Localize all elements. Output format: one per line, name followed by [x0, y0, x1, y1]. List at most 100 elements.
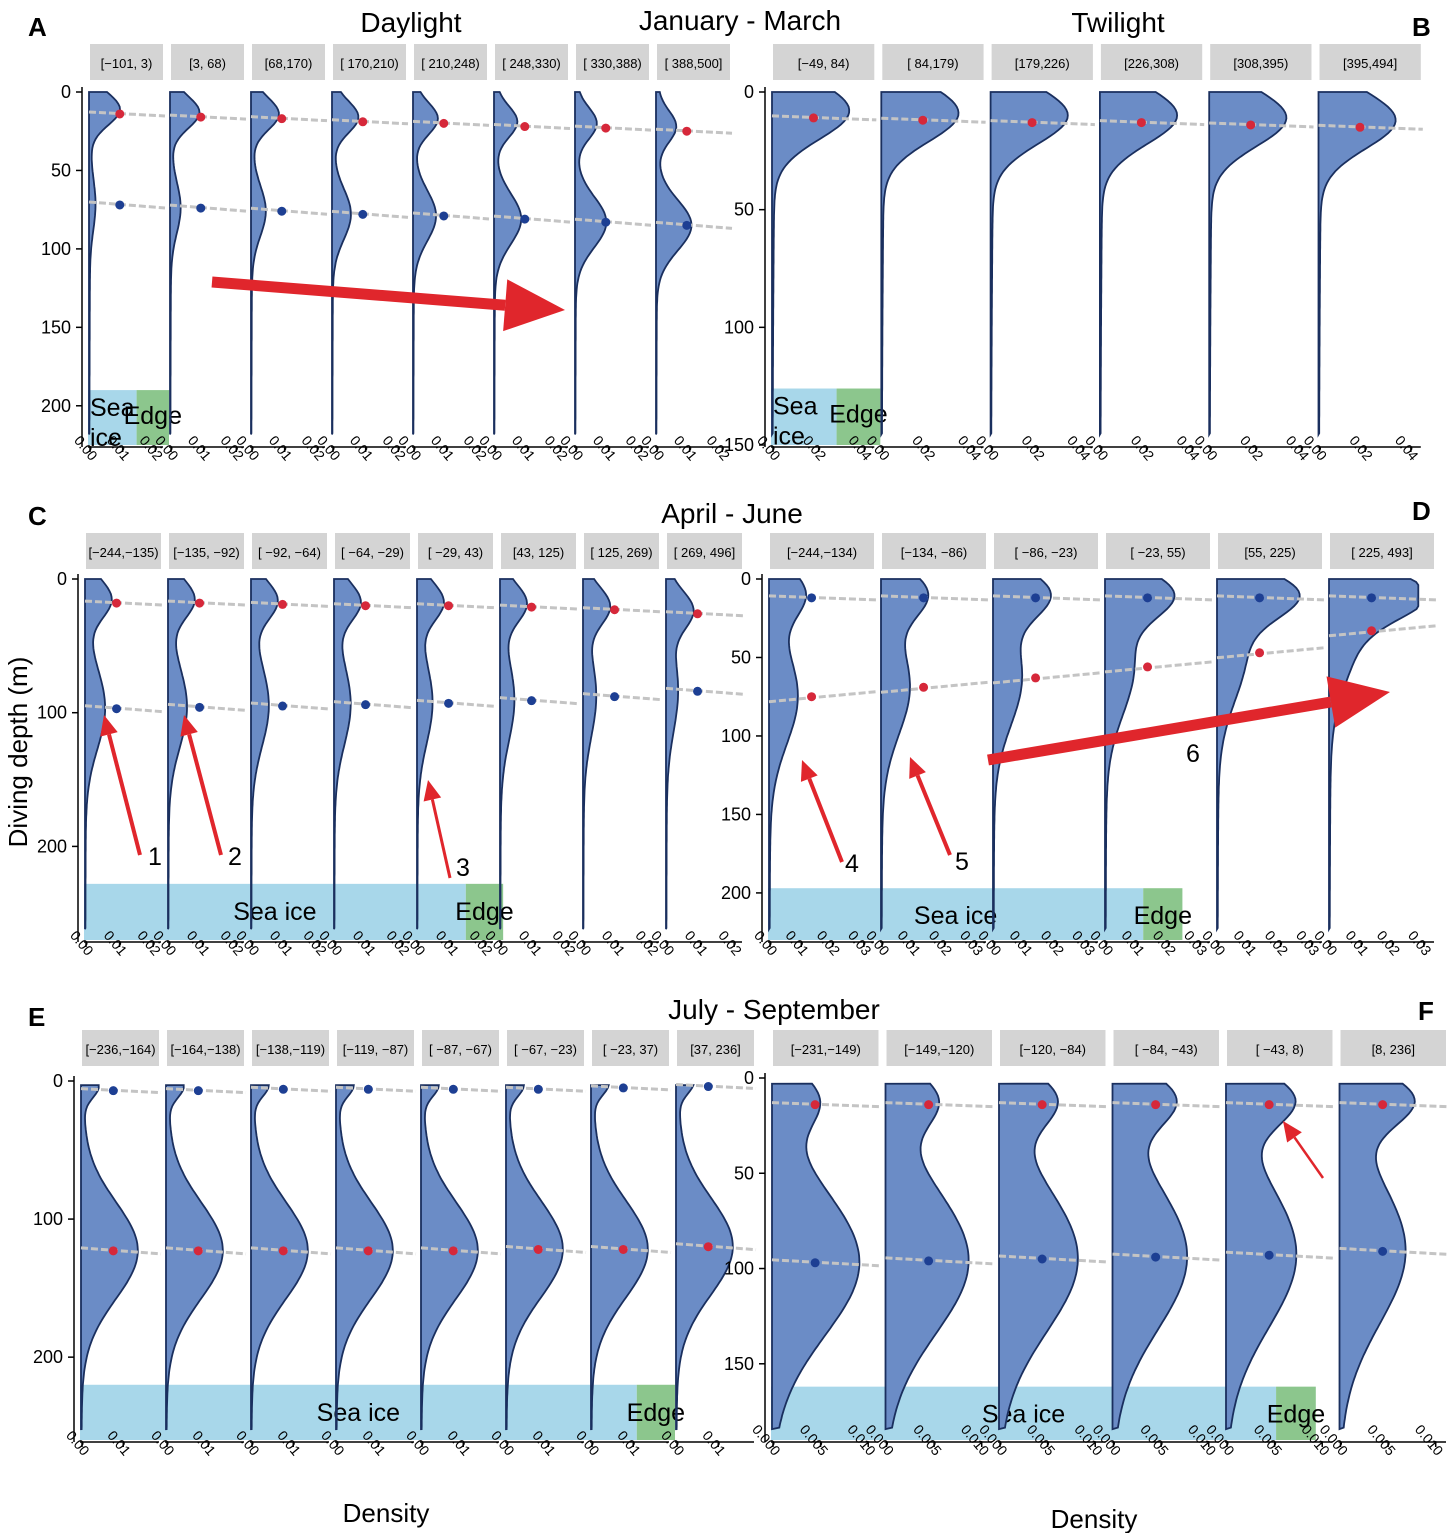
arrow-shaft: [915, 774, 952, 856]
mode-point-deep: [277, 206, 287, 216]
facet-strip-label: [−231,−149): [791, 1042, 861, 1057]
density-curve: [331, 91, 360, 435]
density-curve: [1216, 578, 1301, 933]
arrow-shaft: [211, 276, 506, 311]
facet-strip: [418, 533, 493, 569]
density-curve: [989, 91, 1069, 438]
mode-point-shallow: [918, 115, 928, 125]
facet-strip-label: [ −23, 55): [1130, 545, 1185, 560]
y-tick-label: 200: [721, 883, 751, 903]
trend-line-deep: [80, 1246, 162, 1256]
density-curve: [665, 578, 695, 930]
arrow-label: 1: [148, 843, 162, 871]
edge-region: [836, 388, 881, 445]
trend-line-shallow: [1209, 121, 1314, 129]
facet-strip: [422, 1030, 499, 1066]
mode-point-deep: [601, 217, 611, 227]
facet-strip: [886, 1030, 992, 1066]
arrow-shaft: [1293, 1136, 1325, 1179]
facet-strip: [414, 44, 487, 80]
mode-point-deep: [924, 1256, 934, 1266]
x-tick-label: 0.01: [428, 432, 458, 463]
facet-strip-label: [ −92, −64): [258, 545, 321, 560]
mode-point-deep: [703, 1242, 713, 1252]
facet-strip: [991, 44, 1093, 80]
mode-point-shallow: [533, 1084, 543, 1094]
facet-strip: [1330, 533, 1434, 569]
density-curve: [655, 91, 693, 435]
facet-e-6: [ −67, −23)0.00 0.01: [488, 1030, 587, 1459]
x-tick-label: 0.02: [1374, 927, 1404, 958]
facet-strip-label: [226,308): [1124, 56, 1179, 71]
mode-point-shallow: [601, 123, 611, 133]
mode-point-deep: [363, 1246, 373, 1256]
density-curve: [675, 1084, 734, 1431]
trend-line-shallow: [1099, 119, 1205, 127]
facet-a-8: [ 388,500]0.00 0.01 0.02: [638, 44, 733, 464]
arrow-label: 3: [456, 854, 470, 882]
arrow-head: [1326, 676, 1390, 728]
trend-line-shallow: [590, 1084, 672, 1092]
facet-strip: [1340, 1030, 1446, 1066]
trend-line-shallow: [493, 123, 571, 131]
facet-strip: [773, 1030, 879, 1066]
facet-strip-label: [ 388,500]: [665, 56, 723, 71]
trend-line-shallow: [331, 118, 409, 126]
facet-strip: [1319, 44, 1421, 80]
mode-point-deep: [807, 692, 817, 702]
facet-strip: [882, 44, 984, 80]
trend-line-shallow: [582, 606, 662, 614]
facet-strip-label: [308,395): [1233, 56, 1288, 71]
y-tick-label: 200: [41, 396, 71, 416]
x-tick-label: 0.01: [699, 1427, 729, 1458]
facet-strip-label: [−244,−135): [88, 545, 158, 560]
facet-d-6: [ 225, 493]0.00 0.01 0.02 0.03: [1311, 533, 1437, 959]
facet-b-3: [179,226)0.00 0.02 0.04: [973, 44, 1095, 464]
arrow-label: 5: [955, 848, 969, 876]
edge-label: Edge: [124, 402, 182, 430]
trend-line-deep: [88, 200, 166, 210]
facet-strip: [171, 44, 244, 80]
trend-line-shallow: [880, 594, 989, 602]
mode-point-shallow: [810, 1100, 820, 1110]
facet-strip-label: [ −67, −23): [514, 1042, 577, 1057]
mode-point-shallow: [361, 601, 371, 611]
row-title-jan-mar: January - March: [639, 5, 841, 36]
facet-strip-label: [3, 68): [189, 56, 226, 71]
x-tick-label: 0.010: [1412, 1421, 1447, 1458]
y-tick-label: 0: [744, 1068, 754, 1088]
density-curve: [250, 91, 280, 435]
facet-e-1: [−236,−164)0.00 0.01: [63, 1030, 162, 1459]
x-tick-label: 0.01: [590, 432, 620, 463]
facet-strip: [773, 44, 875, 80]
density-curve: [493, 91, 523, 435]
trend-line-deep: [1104, 660, 1213, 674]
density-curve: [420, 1084, 479, 1431]
y-tick-label: 100: [724, 1259, 754, 1279]
facet-strip-label: [−101, 3): [101, 56, 153, 71]
mode-point-shallow: [693, 609, 703, 619]
trend-line-shallow: [665, 610, 745, 618]
mode-point-deep: [278, 1246, 288, 1256]
y-tick-label: 50: [734, 1163, 754, 1183]
mode-point-shallow: [1264, 1100, 1274, 1110]
edge-region: [136, 390, 169, 445]
facet-strip-label: [179,226): [1015, 56, 1070, 71]
y-tick-label: 150: [724, 1354, 754, 1374]
y-tick-label: 150: [721, 804, 751, 824]
x-tick-label: 0.02: [1128, 432, 1158, 463]
mode-point-shallow: [108, 1086, 118, 1096]
density-curve: [169, 91, 201, 435]
facet-strip: [576, 44, 649, 80]
mode-point-deep: [193, 1246, 203, 1256]
facet-strip: [592, 1030, 669, 1066]
facet-strip-label: [ 210,248): [421, 56, 480, 71]
trend-line-deep: [333, 700, 413, 710]
facet-strip: [1227, 1030, 1333, 1066]
y-tick-label: 100: [33, 1209, 63, 1229]
trend-line-deep: [675, 1242, 757, 1252]
facet-strip-label: [ −86, −23): [1015, 545, 1078, 560]
facet-strip-label: [−236,−164): [85, 1042, 155, 1057]
